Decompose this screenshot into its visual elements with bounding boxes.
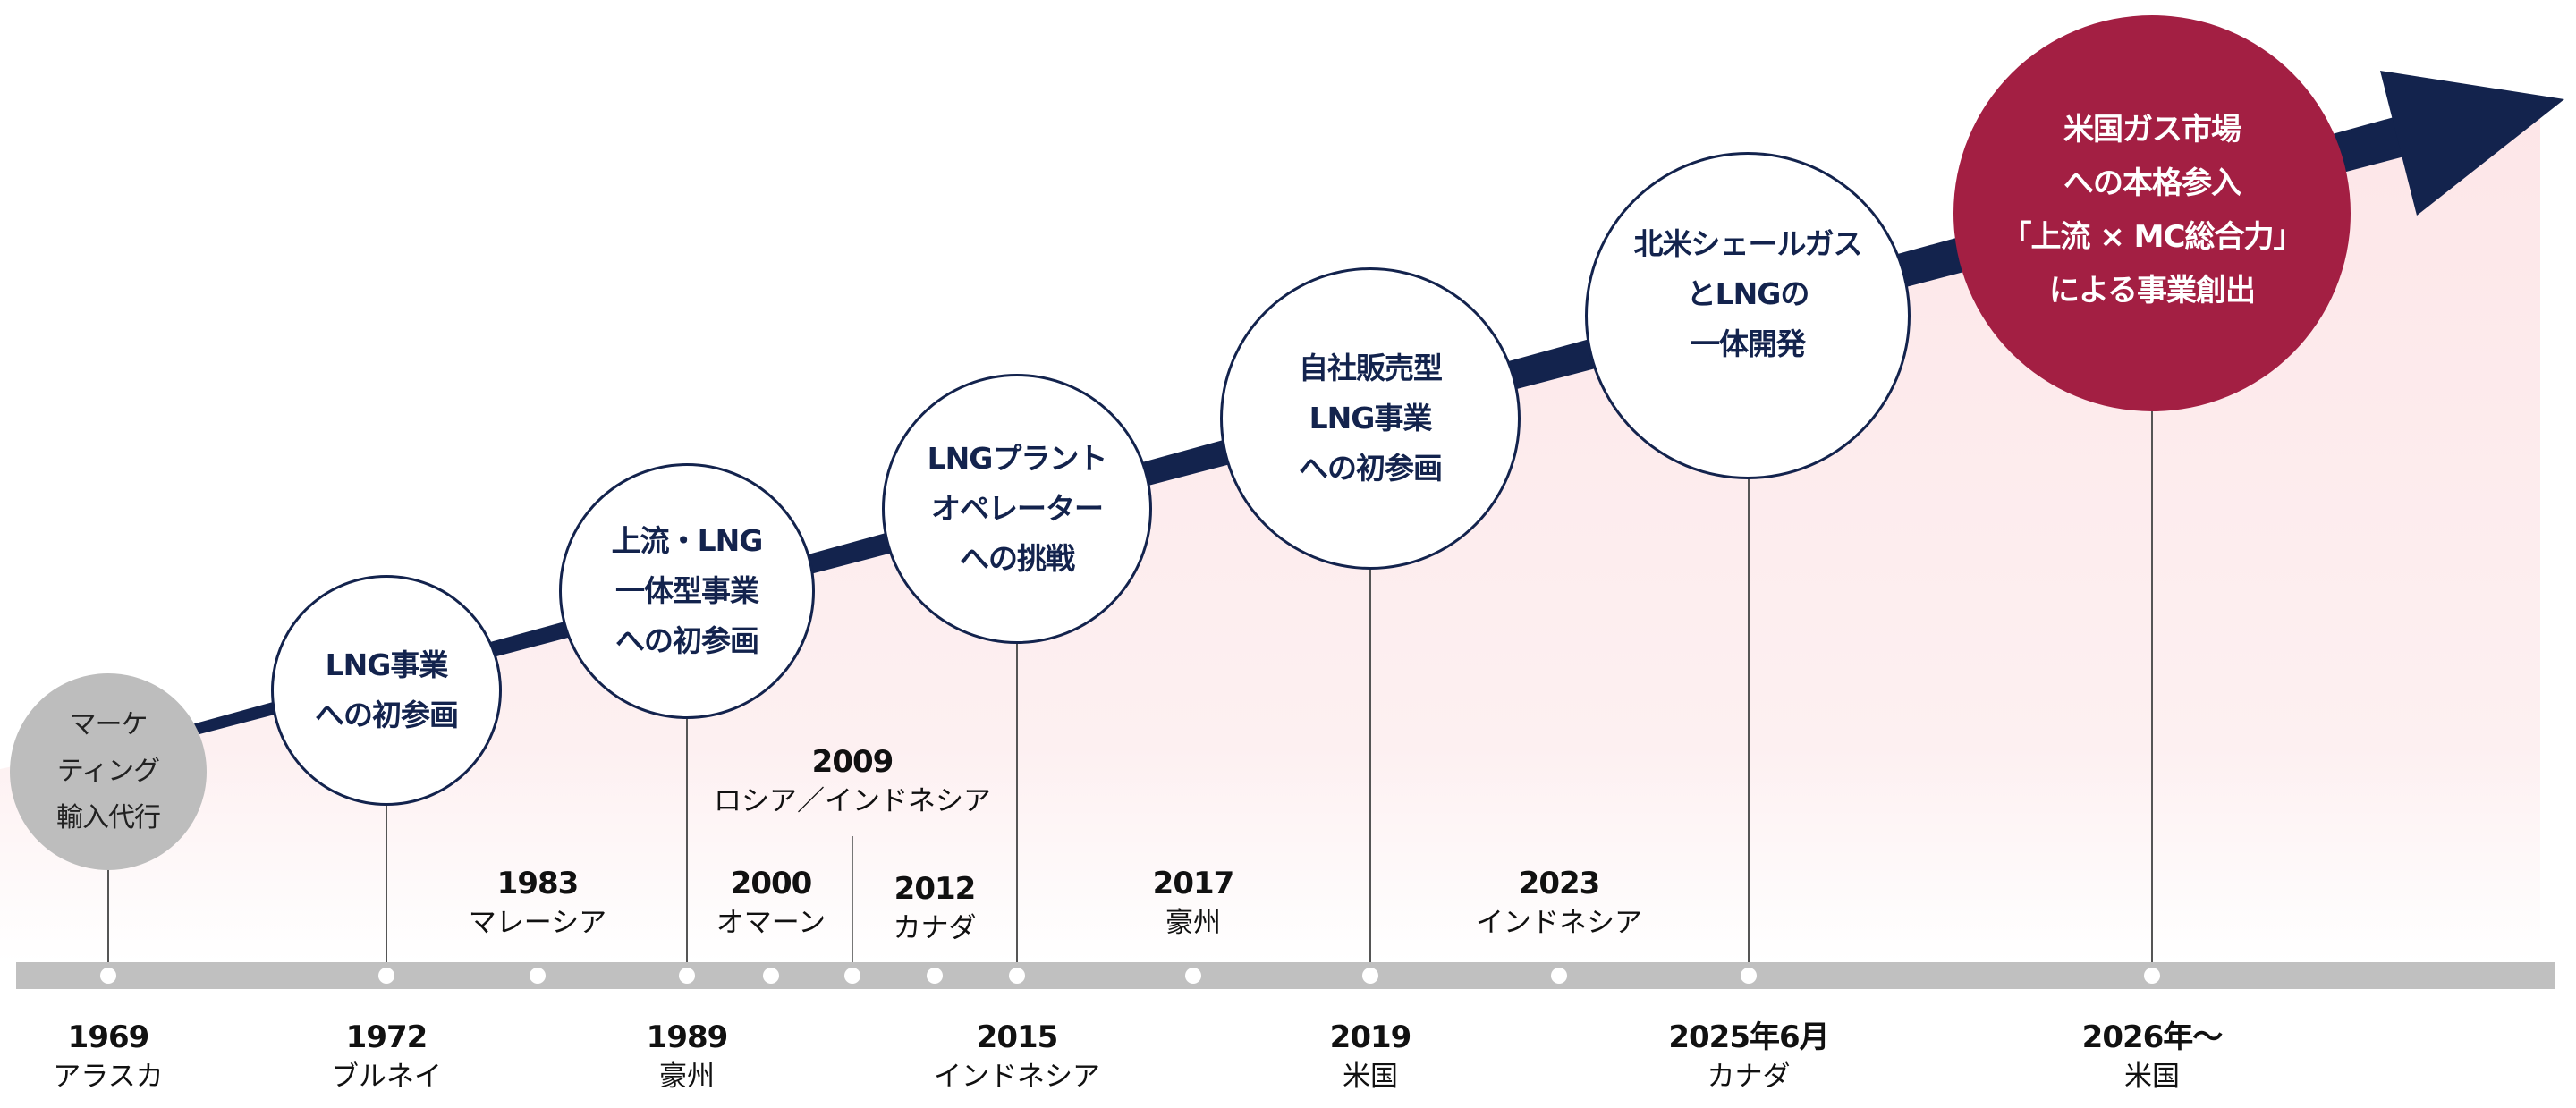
milestone-text: 自社販売型 bbox=[1299, 351, 1443, 385]
timeline-dot bbox=[1362, 968, 1378, 984]
milestone-text: マーケ bbox=[69, 709, 148, 740]
milestone-year: 1989 bbox=[646, 1019, 729, 1055]
timeline-dot bbox=[763, 968, 779, 984]
milestone-text: への挑戦 bbox=[960, 541, 1075, 576]
milestone-year: 2025年6月 bbox=[1668, 1019, 1829, 1055]
milestone-label: 2019 米国 bbox=[1329, 1018, 1412, 1096]
milestone-year: 1972 bbox=[345, 1019, 428, 1055]
milestone-label: 1972 ブルネイ bbox=[331, 1018, 442, 1096]
milestone-circle-2015: LNGプラント オペレーター への挑戦 bbox=[882, 374, 1152, 644]
event-country: ロシア／インドネシア bbox=[714, 785, 991, 817]
milestone-year: 2015 bbox=[976, 1019, 1059, 1055]
stem-2015 bbox=[1016, 626, 1018, 962]
event-label: 1983 マレーシア bbox=[469, 864, 606, 943]
milestone-label: 2026年〜米国 bbox=[2081, 1018, 2224, 1096]
milestone-text: への初参画 bbox=[615, 623, 759, 658]
event-country: インドネシア bbox=[1476, 907, 1642, 939]
milestone-text: オペレーター bbox=[931, 491, 1104, 526]
stem-2026 bbox=[2151, 393, 2153, 962]
milestone-year: 1969 bbox=[67, 1019, 150, 1055]
milestone-year: 2026年〜 bbox=[2081, 1019, 2224, 1055]
event-year: 2023 bbox=[1518, 866, 1601, 901]
milestone-label: 2025年6月カナダ bbox=[1668, 1018, 1829, 1096]
milestone-text: LNG事業 bbox=[1309, 401, 1433, 436]
milestone-circle-2026: 米国ガス市場 への本格参入 「上流 × MC総合力」 による事業創出 bbox=[1953, 15, 2351, 411]
milestone-text: 一体開発 bbox=[1690, 326, 1806, 361]
event-year: 2000 bbox=[730, 866, 813, 901]
stem-2025 bbox=[1748, 465, 1750, 962]
stem-1969 bbox=[107, 858, 109, 962]
event-label: 2017 豪州 bbox=[1152, 864, 1235, 943]
milestone-year: 2019 bbox=[1329, 1019, 1412, 1055]
event-country: マレーシア bbox=[468, 907, 607, 939]
milestone-country: インドネシア bbox=[934, 1061, 1100, 1093]
milestone-label: 1989 豪州 bbox=[646, 1018, 729, 1096]
timeline-dot bbox=[844, 968, 860, 984]
milestone-text: による事業創出 bbox=[2049, 273, 2256, 309]
milestone-text: 「上流 × MC総合力」 bbox=[2001, 219, 2304, 255]
milestone-circle-1969: マーケ ティング 輸入代行 bbox=[10, 673, 207, 870]
event-country: オマーン bbox=[716, 907, 826, 939]
milestone-circle-1972: LNG事業 への初参画 bbox=[271, 575, 502, 806]
event-year: 2017 bbox=[1152, 866, 1235, 901]
milestone-country: 米国 bbox=[2123, 1061, 2180, 1093]
milestone-text: への本格参入 bbox=[2063, 165, 2241, 201]
milestone-text: 上流・LNG bbox=[611, 523, 764, 558]
event-year: 2009 bbox=[811, 744, 894, 780]
event-country: カナダ bbox=[893, 912, 977, 944]
milestone-text: 米国ガス市場 bbox=[2063, 112, 2241, 148]
milestone-country: ブルネイ bbox=[331, 1061, 442, 1093]
milestone-text: LNGプラント bbox=[927, 441, 1108, 476]
milestone-text: への初参画 bbox=[1299, 451, 1443, 486]
event-year: 2012 bbox=[894, 871, 977, 907]
stem-2019 bbox=[1369, 554, 1371, 962]
milestone-text: 輸入代行 bbox=[56, 802, 161, 833]
milestone-country: 豪州 bbox=[658, 1061, 715, 1093]
timeline-dot bbox=[100, 968, 116, 984]
milestone-text: 一体型事業 bbox=[615, 573, 759, 608]
milestone-circle-2025: 北米シェールガス とLNGの 一体開発 bbox=[1585, 152, 1911, 479]
timeline-dot bbox=[927, 968, 943, 984]
timeline-dot bbox=[1009, 968, 1025, 984]
timeline-dot bbox=[378, 968, 394, 984]
milestone-text: ティング bbox=[56, 756, 160, 787]
timeline-dot bbox=[1185, 968, 1201, 984]
milestone-text: 北米シェールガス bbox=[1633, 226, 1862, 261]
stem-1972 bbox=[386, 796, 387, 962]
timeline-dot bbox=[679, 968, 695, 984]
event-label: 2009 ロシア／インドネシア bbox=[714, 742, 991, 821]
timeline-bar bbox=[16, 962, 2555, 989]
event-country: 豪州 bbox=[1165, 907, 1221, 939]
milestone-label: 2015 インドネシア bbox=[934, 1018, 1100, 1096]
event-label: 2000 オマーン bbox=[716, 864, 826, 943]
timeline-dot bbox=[1741, 968, 1757, 984]
milestone-text: とLNGの bbox=[1686, 276, 1810, 311]
event-label: 2012 カナダ bbox=[894, 869, 977, 948]
growth-arrow-head bbox=[2380, 71, 2564, 216]
milestone-text: への初参画 bbox=[315, 698, 459, 732]
stem-1989 bbox=[686, 706, 688, 962]
milestone-label: 1969 アラスカ bbox=[53, 1018, 163, 1096]
milestone-country: アラスカ bbox=[53, 1061, 164, 1093]
timeline-dot bbox=[2144, 968, 2160, 984]
milestone-circle-1989: 上流・LNG 一体型事業 への初参画 bbox=[559, 463, 815, 719]
milestone-text: LNG事業 bbox=[325, 647, 449, 682]
milestone-country: 米国 bbox=[1342, 1061, 1398, 1093]
milestone-circle-2019: 自社販売型 LNG事業 への初参画 bbox=[1220, 267, 1521, 570]
timeline-dot bbox=[1551, 968, 1567, 984]
milestone-country: カナダ bbox=[1707, 1061, 1791, 1093]
event-label: 2023 インドネシア bbox=[1476, 864, 1642, 943]
timeline-dot bbox=[530, 968, 546, 984]
event-year: 1983 bbox=[496, 866, 580, 901]
